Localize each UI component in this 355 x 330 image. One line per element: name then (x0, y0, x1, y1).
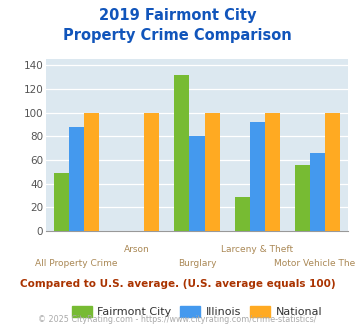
Text: Larceny & Theft: Larceny & Theft (221, 245, 294, 254)
Bar (84, 113, 99, 231)
Legend: Fairmont City, Illinois, National: Fairmont City, Illinois, National (67, 302, 327, 322)
Bar (250, 122, 265, 231)
Bar (69, 127, 84, 231)
Bar (204, 113, 220, 231)
Text: 2019 Fairmont City: 2019 Fairmont City (99, 8, 256, 23)
Bar (54, 173, 69, 231)
Text: Arson: Arson (124, 245, 149, 254)
Text: Burglary: Burglary (178, 259, 216, 268)
Text: Motor Vehicle Theft: Motor Vehicle Theft (274, 259, 355, 268)
Text: All Property Crime: All Property Crime (35, 259, 118, 268)
Bar (190, 136, 204, 231)
Bar (295, 165, 310, 231)
Text: © 2025 CityRating.com - https://www.cityrating.com/crime-statistics/: © 2025 CityRating.com - https://www.city… (38, 315, 317, 324)
Bar (265, 113, 280, 231)
Bar (325, 113, 340, 231)
Bar (310, 153, 325, 231)
Bar (235, 197, 250, 231)
Text: Compared to U.S. average. (U.S. average equals 100): Compared to U.S. average. (U.S. average … (20, 279, 335, 289)
Bar (144, 113, 159, 231)
Bar (174, 75, 190, 231)
Text: Property Crime Comparison: Property Crime Comparison (63, 28, 292, 43)
